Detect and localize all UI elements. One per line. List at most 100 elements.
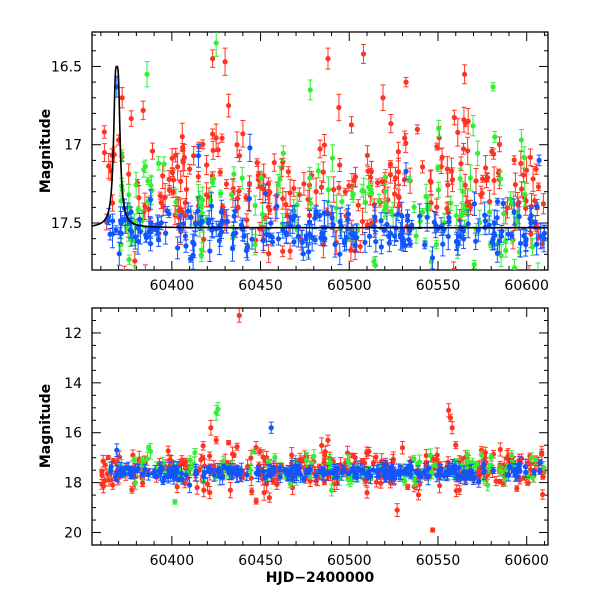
data-point-green: [280, 150, 286, 156]
data-point-red: [348, 122, 355, 128]
data-point-blue: [505, 231, 511, 237]
data-point-blue: [337, 251, 343, 257]
data-point-green: [315, 168, 321, 174]
data-point-red: [249, 488, 255, 494]
data-point-red: [364, 450, 370, 456]
data-point-red: [200, 141, 206, 147]
data-point-blue: [384, 221, 390, 228]
data-point-blue: [247, 145, 253, 151]
data-point-red: [198, 457, 204, 463]
data-point-red: [514, 485, 520, 492]
data-point-blue: [486, 222, 492, 228]
data-point-green: [217, 191, 224, 197]
data-point-red: [109, 152, 115, 158]
data-point-blue: [511, 209, 517, 215]
data-point-blue: [348, 230, 354, 237]
x-tick-label: 60400: [150, 278, 195, 294]
data-point-blue: [313, 472, 319, 479]
data-point-red: [175, 164, 181, 170]
data-point-red: [266, 495, 273, 501]
data-point-red: [528, 269, 530, 270]
data-point-red: [174, 484, 180, 490]
data-point-red: [246, 180, 253, 187]
data-point-green: [307, 175, 313, 181]
data-point-red: [348, 247, 354, 253]
data-point-red: [444, 166, 450, 172]
data-point-blue: [199, 218, 205, 224]
data-point-red: [208, 425, 214, 431]
data-point-blue: [491, 230, 497, 237]
data-point-red: [449, 425, 455, 431]
data-point-green: [187, 457, 193, 463]
data-point-green: [411, 204, 417, 210]
data-point-red: [528, 231, 534, 237]
data-point-green: [291, 208, 297, 214]
data-point-red: [367, 174, 374, 181]
data-point-blue: [118, 220, 124, 226]
data-point-green: [345, 476, 351, 483]
data-point-red: [462, 71, 468, 77]
data-point-green: [529, 454, 535, 461]
data-point-red: [511, 157, 517, 163]
top-y-axis-label: Magnitude: [38, 109, 54, 193]
data-point-green: [252, 202, 258, 209]
data-point-red: [387, 172, 394, 178]
data-point-blue: [295, 233, 302, 239]
data-point-green: [419, 209, 426, 215]
data-point-red: [201, 487, 207, 493]
data-point-red: [204, 481, 211, 487]
data-point-red: [207, 489, 213, 496]
data-point-red: [227, 487, 233, 493]
data-point-red: [447, 415, 454, 421]
data-point-red: [479, 190, 485, 196]
data-point-red: [280, 248, 286, 254]
data-point-blue: [137, 229, 144, 235]
data-point-blue: [494, 215, 500, 221]
data-point-red: [105, 454, 111, 461]
data-point-red: [222, 59, 228, 65]
data-point-red: [235, 205, 241, 211]
data-point-red: [236, 188, 242, 194]
data-point-blue: [440, 241, 446, 247]
data-point-red: [149, 148, 156, 154]
data-point-blue: [148, 196, 154, 203]
data-point-green: [521, 154, 527, 160]
data-point-red: [533, 166, 539, 172]
y-tick-label: 14: [64, 376, 82, 392]
data-point-red: [430, 527, 436, 533]
bottom-plot-frame: [91, 307, 549, 546]
data-point-green: [492, 134, 498, 140]
x-tick-label: 60450: [238, 553, 283, 569]
data-point-green: [228, 192, 235, 198]
data-point-blue: [269, 239, 276, 245]
y-tick-label: 16.5: [51, 59, 82, 75]
data-point-blue: [183, 472, 189, 478]
data-point-green: [435, 187, 442, 193]
data-point-red: [206, 453, 213, 459]
data-point-red: [395, 149, 401, 155]
data-point-red: [101, 129, 107, 135]
data-point-blue: [288, 215, 294, 221]
data-point-green: [516, 249, 522, 255]
top-model-curve: [92, 65, 548, 229]
data-point-red: [234, 444, 240, 450]
y-tick-label: 18: [64, 476, 82, 492]
data-point-green: [138, 462, 144, 469]
data-point-blue: [523, 242, 529, 248]
x-tick-label: 60500: [327, 553, 372, 569]
data-point-red: [321, 459, 327, 465]
data-point-green: [435, 165, 441, 171]
data-point-blue: [445, 233, 451, 240]
data-point-red: [136, 195, 142, 201]
data-point-blue: [263, 231, 270, 238]
data-point-red: [181, 154, 187, 161]
data-point-blue: [482, 212, 488, 218]
data-point-blue: [475, 227, 481, 233]
data-point-green: [144, 456, 151, 462]
data-point-blue: [209, 227, 215, 233]
data-point-blue: [233, 230, 239, 236]
data-point-blue: [409, 222, 415, 228]
data-point-red: [187, 166, 193, 172]
data-point-red: [180, 159, 186, 165]
